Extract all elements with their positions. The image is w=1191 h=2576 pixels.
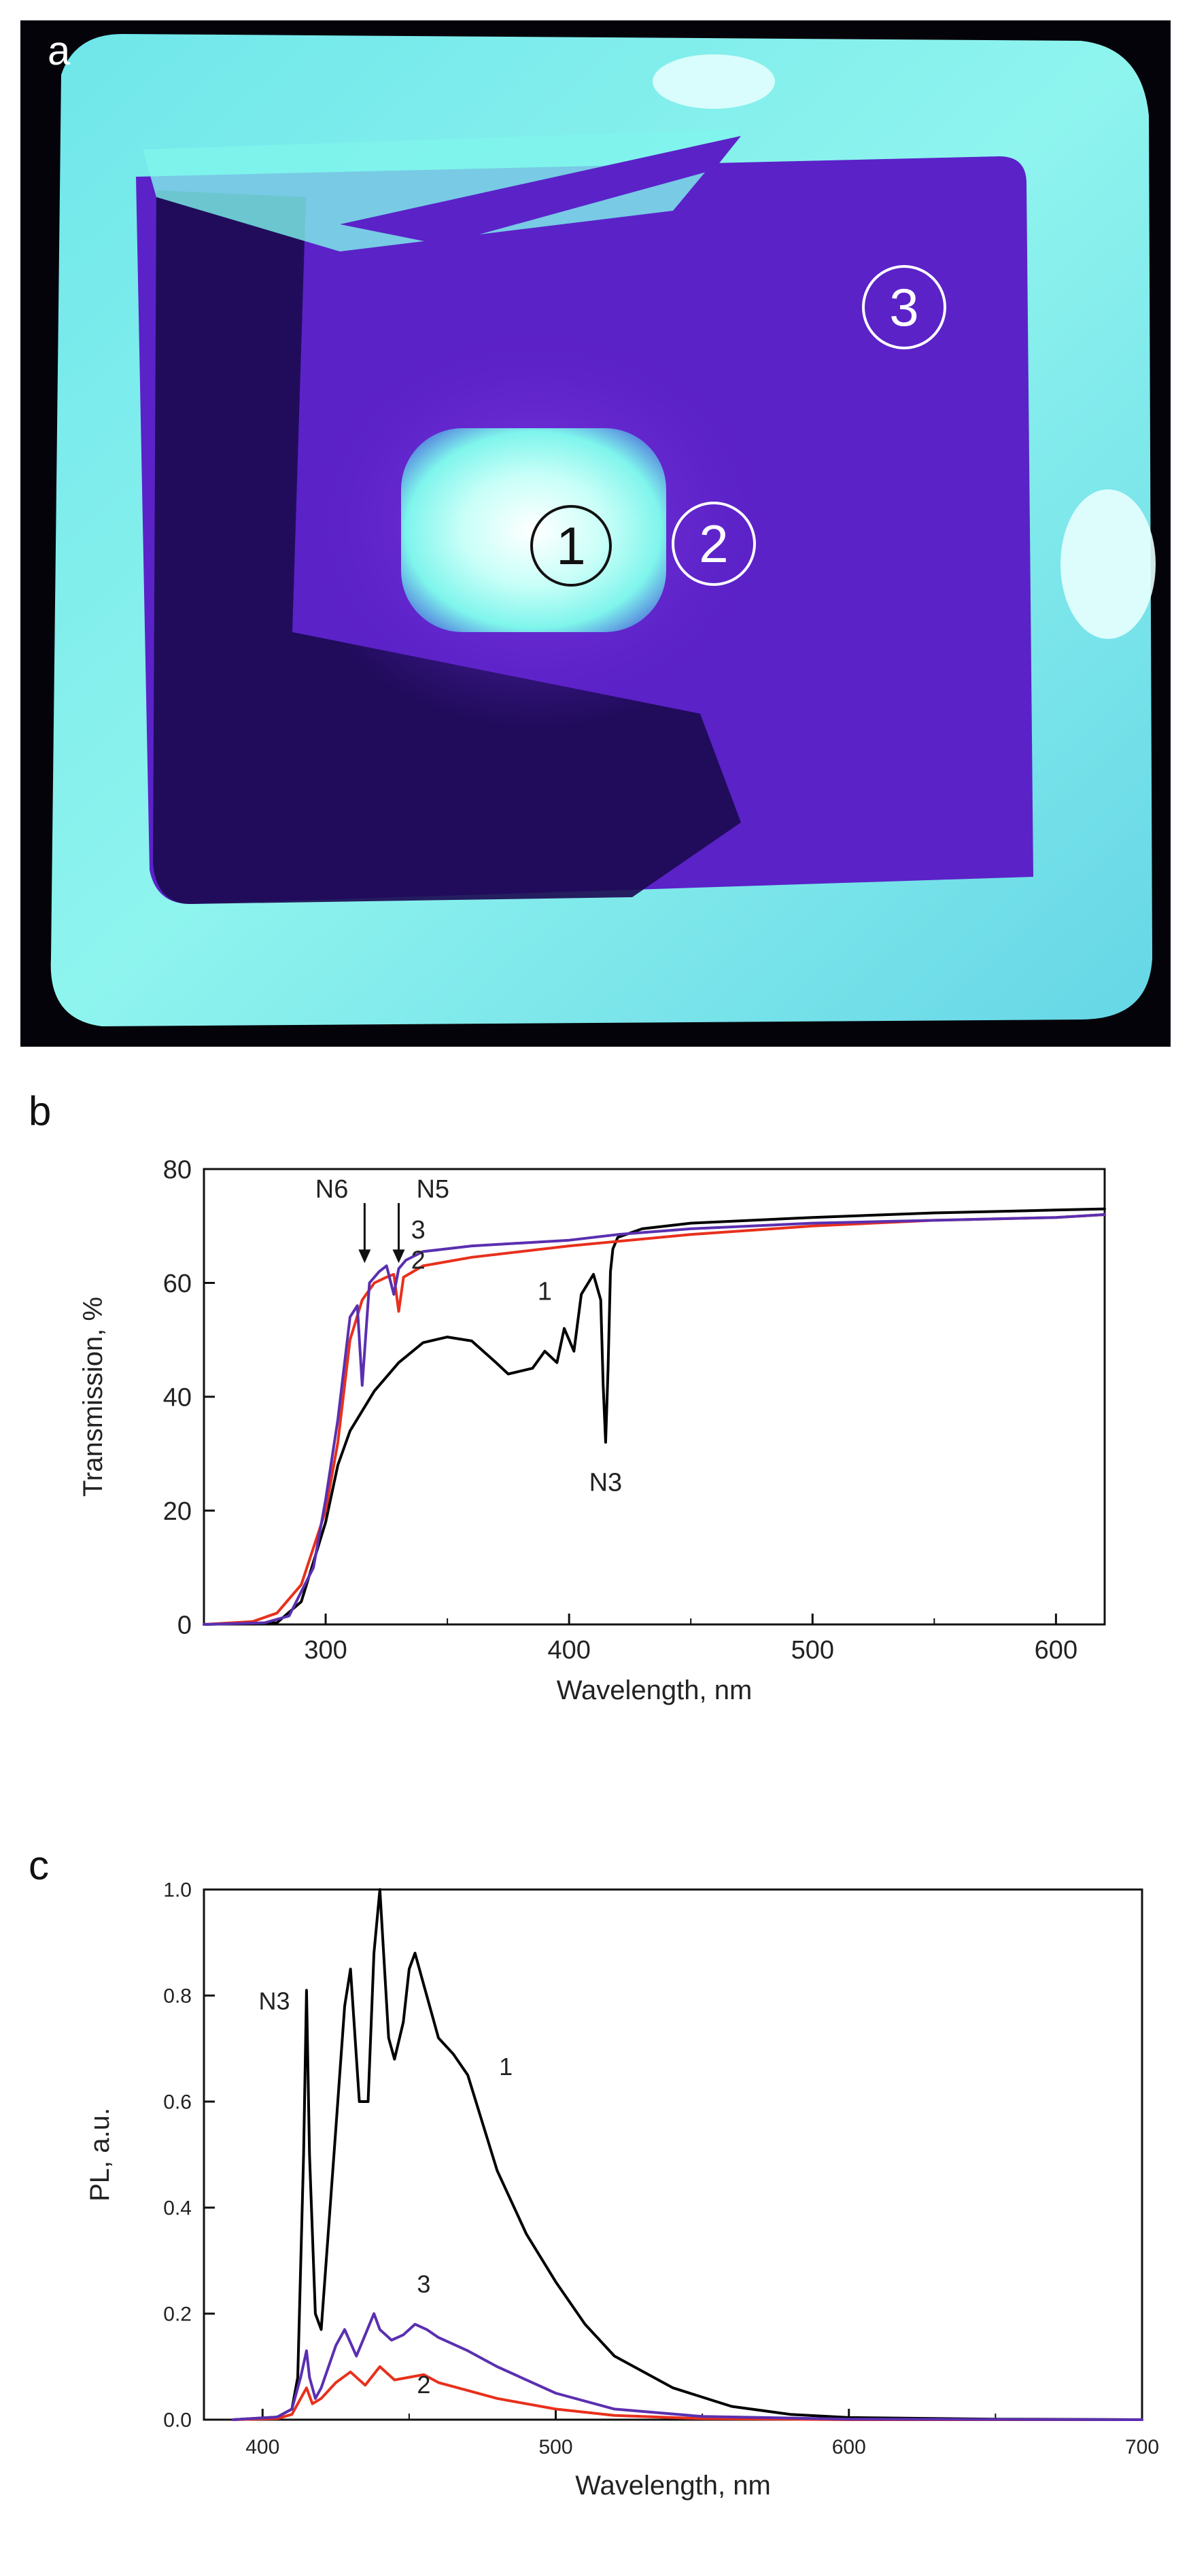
region-marker-3: 3 <box>862 265 946 349</box>
x-tick-label: 500 <box>538 2436 572 2458</box>
series-line-3 <box>232 2312 1143 2421</box>
x-tick-label: 300 <box>304 1636 347 1665</box>
curve-label-3: 3 <box>411 1216 426 1245</box>
x-tick-label: 400 <box>245 2436 279 2458</box>
region-marker-2: 2 <box>672 502 756 586</box>
y-axis-label: Transmission, % <box>78 1297 108 1497</box>
annotation-arrowhead-N5 <box>392 1249 405 1264</box>
upper-streak-shadow <box>340 136 741 245</box>
series-line-3 <box>203 1213 1106 1626</box>
annotation-label-N3: N3 <box>258 1987 290 2015</box>
dark-sector <box>153 190 741 904</box>
curve-label-1: 1 <box>499 2053 513 2081</box>
transmission-chart: 300 400 500 600 0 20 40 60 80 Wavelength, nm Trans… <box>78 1155 1106 1705</box>
y-tick-label: 0.4 <box>163 2197 192 2220</box>
curve-label-1: 1 <box>538 1278 552 1306</box>
annotation-label-N6: N6 <box>315 1175 349 1204</box>
series-line-1 <box>232 1888 1143 2421</box>
upper-streak <box>143 129 741 251</box>
x-axis-label: Wavelength, nm <box>575 2471 771 2501</box>
y-tick-label: 0.0 <box>163 2409 192 2432</box>
y-tick-label: 20 <box>163 1497 192 1526</box>
annotation-arrowhead-N6 <box>358 1249 371 1264</box>
y-tick-label: 1.0 <box>163 1879 192 1902</box>
annotation-label-N3: N3 <box>589 1469 623 1497</box>
region-marker-2-label: 2 <box>699 514 728 574</box>
x-tick-label: 400 <box>547 1636 590 1665</box>
region-marker-1-label: 1 <box>556 516 585 576</box>
photoluminescence-image: 1 2 3 <box>20 20 1171 1047</box>
region-marker-1: 1 <box>530 505 612 587</box>
region-marker-3-label: 3 <box>889 277 918 337</box>
pl-chart: 400 500 600 700 0.0 0.2 0.4 0.6 0.8 1.0 Wavelength… <box>85 1879 1159 2501</box>
plot-frame <box>203 1888 1143 2421</box>
y-tick-label: 60 <box>163 1270 192 1298</box>
panel-label-b: b <box>29 1088 52 1134</box>
y-tick-label: 0.8 <box>163 1985 192 2008</box>
y-tick-label: 80 <box>163 1155 192 1184</box>
x-tick-label: 500 <box>791 1636 834 1665</box>
y-tick-label: 0.6 <box>163 2091 192 2114</box>
annotation-label-N5: N5 <box>416 1175 449 1204</box>
y-tick-label: 0.2 <box>163 2303 192 2326</box>
x-tick-label: 600 <box>1035 1636 1077 1665</box>
series-line-2 <box>203 1213 1106 1626</box>
y-tick-label: 40 <box>163 1383 192 1412</box>
curve-label-2: 2 <box>411 1247 426 1275</box>
y-axis-label: PL, a.u. <box>85 2108 115 2201</box>
curve-label-2: 2 <box>417 2371 430 2399</box>
series-line-2 <box>232 2365 1143 2421</box>
panel-label-a: a <box>48 28 71 73</box>
x-tick-label: 700 <box>1125 2436 1159 2458</box>
x-tick-label: 600 <box>832 2436 866 2458</box>
panel-label-c: c <box>29 1843 49 1888</box>
y-tick-label: 0 <box>177 1611 192 1639</box>
bright-spot-top <box>653 54 775 109</box>
x-axis-label: Wavelength, nm <box>557 1675 753 1705</box>
curve-label-3: 3 <box>417 2270 430 2298</box>
bright-spot-right <box>1060 489 1156 639</box>
